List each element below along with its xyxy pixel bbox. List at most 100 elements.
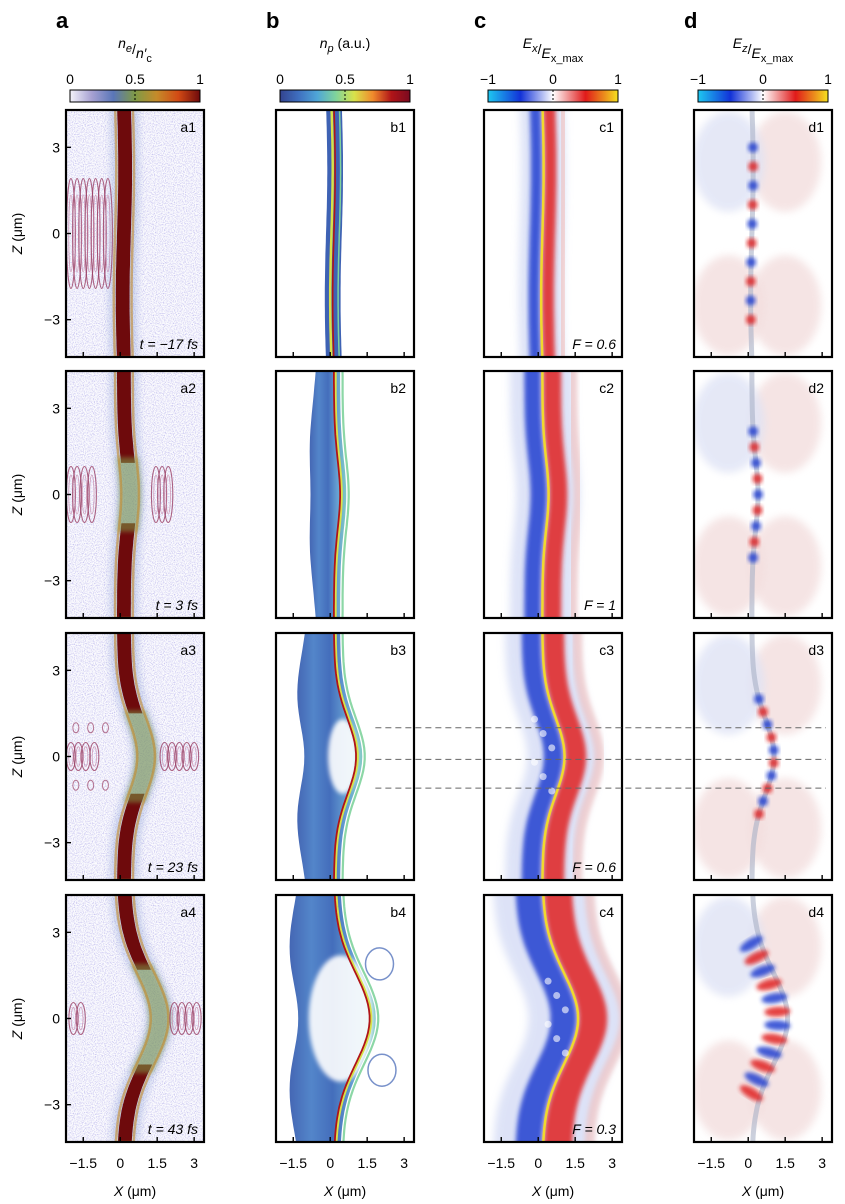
panel-frame — [692, 369, 834, 620]
foil-density-upper — [117, 633, 143, 714]
y-axis-label-main: Z — [9, 245, 25, 255]
proton-front-yellow — [333, 633, 359, 880]
proton-front-red — [333, 371, 341, 618]
laser-contour — [174, 741, 185, 772]
panel-frame — [482, 893, 624, 1144]
x-axis-label-main: X — [741, 1183, 752, 1199]
field-positive-tail — [556, 110, 570, 357]
colorbar-tick-label: −1 — [480, 71, 496, 87]
field-oscillation — [746, 257, 757, 268]
laser-contour — [72, 465, 83, 524]
y-tick-label: −3 — [44, 573, 60, 589]
field-oscillation — [748, 552, 759, 563]
panel-frame — [274, 108, 416, 359]
x-tick-label: −1.5 — [487, 1155, 515, 1171]
y-axis-label: Z (μm) — [9, 998, 25, 1041]
field-negative — [528, 110, 542, 357]
field-oscillation — [745, 276, 756, 287]
panel-note: F = 0.6 — [572, 859, 616, 875]
panel-b1 — [276, 110, 414, 357]
field-lobe — [749, 372, 822, 473]
colorbar-title-slash: / — [538, 41, 542, 57]
proton-front-red — [331, 110, 336, 357]
colorbar-title: Ez/Ex_max — [733, 35, 794, 65]
x-tick-label: 1.5 — [775, 1155, 795, 1171]
foil-edge — [113, 371, 141, 618]
panel-frame — [274, 631, 416, 882]
panel-d3 — [694, 633, 832, 880]
panel-id: a3 — [180, 642, 196, 658]
foil-edge — [114, 895, 170, 1142]
colorbar-tick-label: −1 — [690, 71, 706, 87]
y-axis-label-main: Z — [9, 768, 25, 778]
laser-contour — [189, 741, 200, 772]
laser-contour-inner — [89, 474, 95, 515]
laser-contour — [102, 177, 113, 290]
field-oscillation — [750, 964, 776, 978]
field-positive-tail — [572, 633, 605, 880]
laser-contour-inner — [165, 474, 171, 515]
field-cavity — [561, 1006, 569, 1014]
colorbar-title-sub: x — [531, 43, 538, 55]
field-oscillation — [751, 521, 762, 532]
laser-contour-inner — [171, 1006, 178, 1031]
field-negative — [521, 633, 563, 880]
panel-id: c4 — [599, 904, 614, 920]
field-oscillation — [745, 314, 756, 325]
colorbar-tick-label: 0.5 — [335, 71, 355, 87]
laser-contour-inner — [179, 1006, 185, 1031]
y-axis-label: Z (μm) — [9, 736, 25, 779]
field-positive — [541, 110, 557, 357]
panel-letter: c — [474, 8, 486, 33]
overlay-layer — [66, 146, 826, 1142]
y-axis-label-unit: (μm) — [9, 474, 25, 507]
y-tick-label: 0 — [52, 487, 60, 503]
x-axis-label-unit: (μm) — [123, 1183, 156, 1199]
field-peak — [542, 895, 580, 1142]
panel-id: d2 — [808, 380, 824, 396]
x-tick-label: 0 — [534, 1155, 542, 1171]
panel-b4 — [276, 895, 414, 1142]
colorbar-tick-label: 0 — [549, 71, 557, 87]
foil-density-lower — [117, 1064, 153, 1142]
field-oscillation — [761, 1033, 788, 1045]
foil-density-lower — [117, 523, 136, 618]
panel-c4 — [484, 895, 622, 1142]
laser-contour — [72, 177, 83, 290]
field-peak — [539, 110, 545, 357]
laser-contour-inner — [169, 746, 175, 767]
field-peak — [541, 633, 566, 880]
colorbar-title-main: n — [118, 35, 126, 51]
x-tick-label: 3 — [608, 1155, 616, 1171]
x-tick-label: 3 — [400, 1155, 408, 1171]
field-oscillation — [752, 505, 763, 516]
laser-contour — [84, 177, 95, 290]
panel-id: c1 — [599, 119, 614, 135]
field-cavity — [561, 1049, 569, 1057]
laser-contour-inner — [184, 746, 190, 767]
field-oscillation — [747, 142, 758, 153]
panels-layer — [64, 89, 834, 1144]
laser-contour — [176, 1001, 187, 1036]
colorbar-title-den: E — [751, 45, 761, 61]
laser-contour — [75, 1001, 86, 1036]
panel-frame — [482, 108, 624, 359]
field-cavity — [553, 992, 561, 1000]
field-cavity — [548, 744, 556, 752]
panel-note: t = 3 fs — [156, 597, 198, 613]
colorbar-title-den-sub: x_max — [761, 53, 794, 65]
proton-front-red — [333, 895, 371, 1142]
laser-contour — [150, 465, 161, 524]
panel-id: b3 — [390, 642, 406, 658]
y-axis-label-unit: (μm) — [9, 736, 25, 769]
foil-density-upper — [117, 895, 151, 970]
proton-front-yellow — [333, 371, 343, 618]
field-lobe — [749, 111, 822, 212]
field-cavity — [531, 758, 539, 766]
panel-note: F = 0.3 — [572, 1121, 616, 1137]
colorbar-title-suffix: (a.u.) — [334, 35, 371, 51]
field-oscillation — [768, 757, 779, 768]
field-cavity — [544, 977, 552, 985]
field-lobe — [694, 1040, 765, 1141]
